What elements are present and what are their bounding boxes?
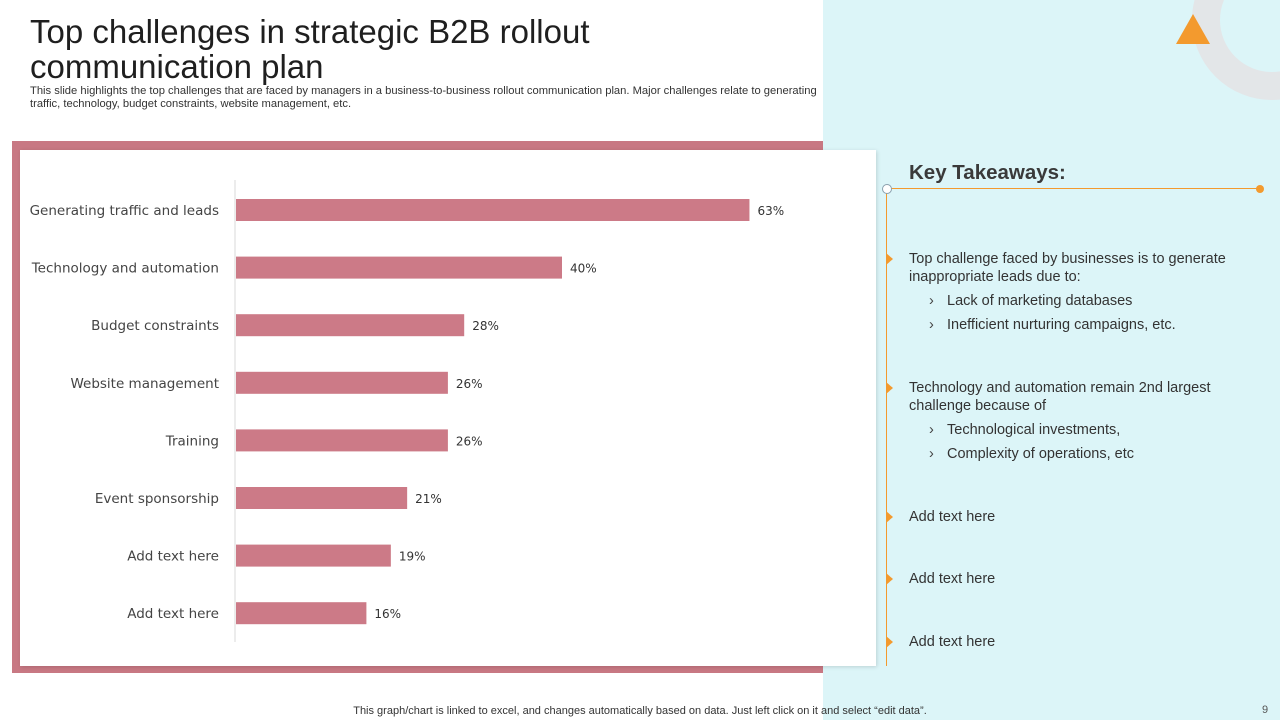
chevron-right-icon: ›: [929, 446, 934, 462]
page-number: 9: [1262, 704, 1269, 716]
data-label: 63%: [757, 204, 784, 218]
category-label: Add text here: [127, 549, 219, 565]
decorative-triangle-icon: [1176, 14, 1210, 44]
category-label: Training: [165, 433, 219, 449]
bullet-arrow-icon: [886, 636, 893, 648]
chevron-right-icon: ›: [929, 317, 934, 333]
takeaway-item-3[interactable]: Add text here: [909, 509, 996, 525]
category-label: Event sponsorship: [95, 491, 219, 507]
takeaway-item-5[interactable]: Add text here: [909, 634, 996, 650]
takeaways-timeline: [886, 189, 887, 666]
bullet-arrow-icon: [886, 511, 893, 523]
takeaway-item-4[interactable]: Add text here: [909, 571, 996, 587]
data-label: 19%: [399, 550, 426, 564]
timeline-end-dot: [1256, 185, 1264, 193]
timeline-start-circle: [882, 184, 892, 194]
bullet-arrow-icon: [886, 253, 893, 265]
category-label: Website management: [70, 376, 219, 392]
takeaway-subitem: › Inefficient nurturing campaigns, etc.: [929, 317, 1176, 333]
chevron-right-icon: ›: [929, 422, 934, 438]
takeaway-subitem: › Complexity of operations, etc: [929, 446, 1134, 462]
takeaway-item-1: Top challenge faced by businesses is to …: [909, 251, 1226, 285]
bar[interactable]: [236, 199, 750, 221]
chevron-right-icon: ›: [929, 293, 934, 309]
bullet-arrow-icon: [886, 382, 893, 394]
bar[interactable]: [236, 371, 448, 394]
bar[interactable]: [236, 487, 408, 509]
data-label: 16%: [374, 607, 401, 621]
bar[interactable]: [236, 314, 465, 337]
category-label: Technology and automation: [31, 261, 219, 277]
slide-subtitle: This slide highlights the top challenges…: [30, 85, 817, 110]
chart-card[interactable]: [20, 150, 876, 666]
takeaway-subitem: › Lack of marketing databases: [929, 293, 1133, 309]
takeaways-title: Key Takeaways:: [909, 161, 1066, 184]
footer-note: This graph/chart is linked to excel, and…: [353, 705, 927, 717]
slide-title: Top challenges in strategic B2B rollout …: [30, 13, 590, 85]
data-label: 26%: [456, 434, 483, 448]
category-label: Budget constraints: [91, 318, 219, 334]
data-label: 40%: [570, 262, 597, 276]
bar-chart[interactable]: Generating traffic and leads 63% Technolog…: [20, 150, 876, 666]
takeaways-panel-background: [823, 0, 1280, 720]
data-label: 21%: [415, 492, 442, 506]
takeaway-item-2: Technology and automation remain 2nd lar…: [909, 380, 1211, 414]
bullet-arrow-icon: [886, 573, 893, 585]
bar[interactable]: [236, 602, 367, 625]
category-label: Add text here: [127, 606, 219, 622]
bar[interactable]: [236, 544, 391, 567]
data-label: 28%: [472, 319, 499, 333]
bar[interactable]: [236, 256, 562, 279]
takeaways-divider: [887, 188, 1261, 189]
takeaway-subitem: › Technological investments,: [929, 422, 1121, 438]
data-label: 26%: [456, 377, 483, 391]
bar[interactable]: [236, 429, 448, 452]
category-label: Generating traffic and leads: [30, 203, 219, 219]
